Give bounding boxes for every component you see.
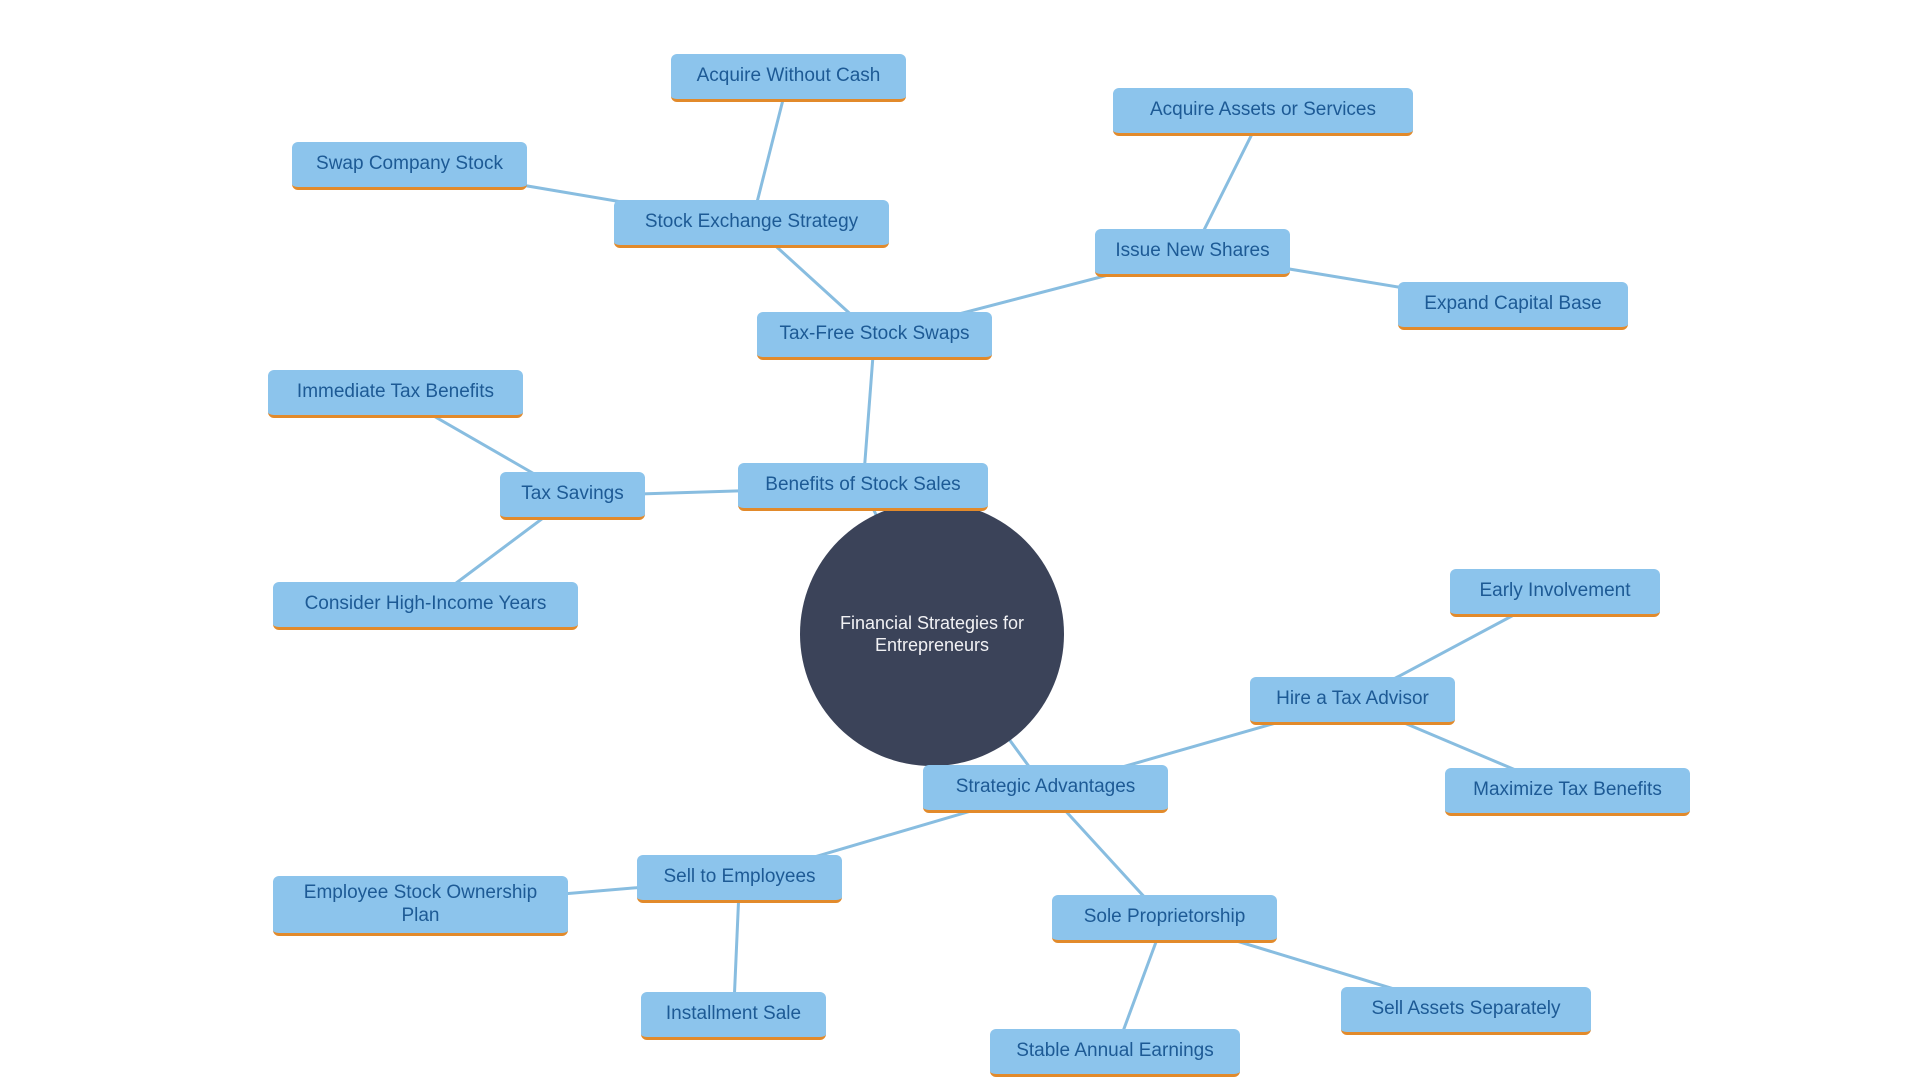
mindmap-node: Installment Sale — [641, 992, 826, 1040]
mindmap-node: Acquire Assets or Services — [1113, 88, 1413, 136]
mindmap-node: Issue New Shares — [1095, 229, 1290, 277]
mindmap-node: Expand Capital Base — [1398, 282, 1628, 330]
mindmap-node: Strategic Advantages — [923, 765, 1168, 813]
mindmap-node: Immediate Tax Benefits — [268, 370, 523, 418]
center-node: Financial Strategies for Entrepreneurs — [800, 502, 1064, 766]
mindmap-node: Sole Proprietorship — [1052, 895, 1277, 943]
mindmap-canvas: Financial Strategies for EntrepreneursBe… — [0, 0, 1920, 1080]
mindmap-node: Hire a Tax Advisor — [1250, 677, 1455, 725]
mindmap-node: Benefits of Stock Sales — [738, 463, 988, 511]
mindmap-node: Early Involvement — [1450, 569, 1660, 617]
mindmap-node: Tax-Free Stock Swaps — [757, 312, 992, 360]
mindmap-node: Maximize Tax Benefits — [1445, 768, 1690, 816]
mindmap-node: Acquire Without Cash — [671, 54, 906, 102]
mindmap-node: Swap Company Stock — [292, 142, 527, 190]
mindmap-node: Employee Stock Ownership Plan — [273, 876, 568, 936]
mindmap-node: Tax Savings — [500, 472, 645, 520]
mindmap-node: Stock Exchange Strategy — [614, 200, 889, 248]
mindmap-node: Consider High-Income Years — [273, 582, 578, 630]
mindmap-node: Stable Annual Earnings — [990, 1029, 1240, 1077]
mindmap-node: Sell Assets Separately — [1341, 987, 1591, 1035]
mindmap-node: Sell to Employees — [637, 855, 842, 903]
